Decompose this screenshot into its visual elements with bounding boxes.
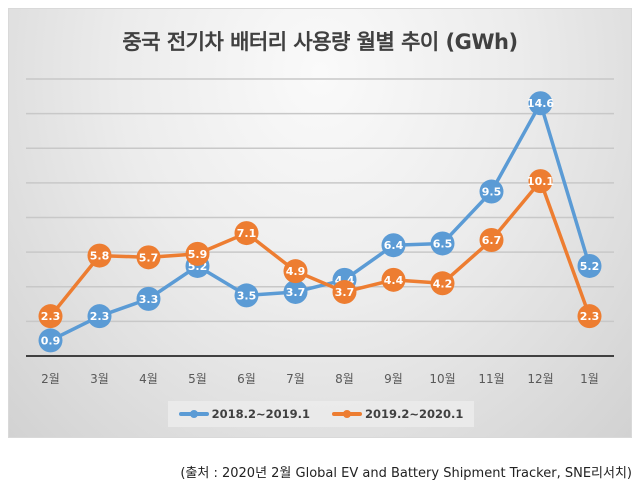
legend-swatch-series-1 <box>178 410 209 418</box>
data-label: 10.1 <box>527 175 554 188</box>
data-label: 4.4 <box>384 274 404 287</box>
legend-swatch-series-2 <box>332 410 362 418</box>
data-label: 2.3 <box>41 310 61 323</box>
data-point[interactable] <box>234 221 259 246</box>
source-note: (출처 : 2020년 2월 Global EV and Battery Shi… <box>180 466 632 481</box>
data-point[interactable] <box>528 169 553 194</box>
data-label: 5.8 <box>90 250 110 263</box>
data-point[interactable] <box>283 259 308 284</box>
x-tick-label: 1월 <box>580 372 599 386</box>
data-label: 2.3 <box>580 310 600 323</box>
data-label: 6.4 <box>384 239 404 252</box>
x-axis-labels: 2월 3월 4월 5월 6월 7월 8월 9월 10월 11월 12월 1월 <box>41 372 599 386</box>
data-point[interactable] <box>577 304 602 329</box>
x-tick-label: 10월 <box>429 372 455 386</box>
data-label: 4.9 <box>286 265 306 278</box>
x-tick-label: 8월 <box>335 372 354 386</box>
x-tick-label: 7월 <box>286 372 305 386</box>
legend: 2018.2~2019.1 2019.2~2020.1 <box>168 401 474 427</box>
chart-title: 중국 전기차 배터리 사용량 월별 추이 (GWh) <box>122 30 518 54</box>
data-label: 3.5 <box>237 289 257 302</box>
data-label: 3.7 <box>286 286 306 299</box>
data-point[interactable] <box>38 304 63 329</box>
data-point[interactable] <box>332 279 357 304</box>
data-point[interactable] <box>528 91 553 116</box>
data-point[interactable] <box>87 243 112 268</box>
x-tick-label: 2월 <box>41 372 60 386</box>
x-tick-label: 5월 <box>188 372 207 386</box>
data-label: 6.7 <box>482 234 502 247</box>
x-tick-label: 9월 <box>384 372 403 386</box>
legend-item-series-2[interactable]: 2019.2~2020.1 <box>332 407 463 421</box>
data-point[interactable] <box>283 279 308 304</box>
data-point[interactable] <box>136 286 161 311</box>
data-label: 6.5 <box>433 237 453 250</box>
data-point[interactable] <box>381 267 406 292</box>
data-point[interactable] <box>234 283 259 308</box>
data-point[interactable] <box>185 241 210 266</box>
series-2: 2.3 5.8 5.7 5.9 7.1 4.9 3.7 4.4 4.2 6.7 10.1 2.3 <box>38 169 602 329</box>
x-tick-label: 11월 <box>478 372 504 386</box>
data-point[interactable] <box>430 271 455 296</box>
series-line <box>49 179 592 318</box>
data-label: 7.1 <box>237 227 257 240</box>
series-1: 0.92.33.35.23.53.74.46.46.59.514.65.2 <box>38 91 602 353</box>
data-point[interactable] <box>87 304 112 329</box>
data-point[interactable] <box>479 228 504 253</box>
data-point[interactable] <box>479 179 504 204</box>
data-label: 9.5 <box>482 186 502 199</box>
data-label: 2.3 <box>90 310 110 323</box>
data-label: 3.7 <box>335 286 355 299</box>
data-label: 5.9 <box>188 248 208 261</box>
x-tick-label: 3월 <box>90 372 109 386</box>
legend-item-series-1[interactable]: 2018.2~2019.1 <box>178 407 310 421</box>
data-point[interactable] <box>381 233 406 258</box>
data-label: 5.7 <box>139 251 159 264</box>
data-label: 3.3 <box>139 293 159 306</box>
x-tick-label: 4월 <box>139 372 158 386</box>
series-group: 0.92.33.35.23.53.74.46.46.59.514.65.22.3… <box>38 91 602 353</box>
data-label: 14.6 <box>527 97 554 110</box>
data-point[interactable] <box>430 231 455 256</box>
x-tick-label: 6월 <box>237 372 256 386</box>
legend-label-series-2: 2019.2~2020.1 <box>365 407 464 421</box>
data-point[interactable] <box>577 253 602 278</box>
data-point[interactable] <box>38 328 63 353</box>
data-label: 4.2 <box>433 277 453 290</box>
data-label: 0.9 <box>41 334 61 347</box>
data-point[interactable] <box>136 245 161 270</box>
x-tick-label: 12월 <box>527 372 553 386</box>
data-label: 5.2 <box>580 260 600 273</box>
legend-label-series-1: 2018.2~2019.1 <box>211 407 310 421</box>
